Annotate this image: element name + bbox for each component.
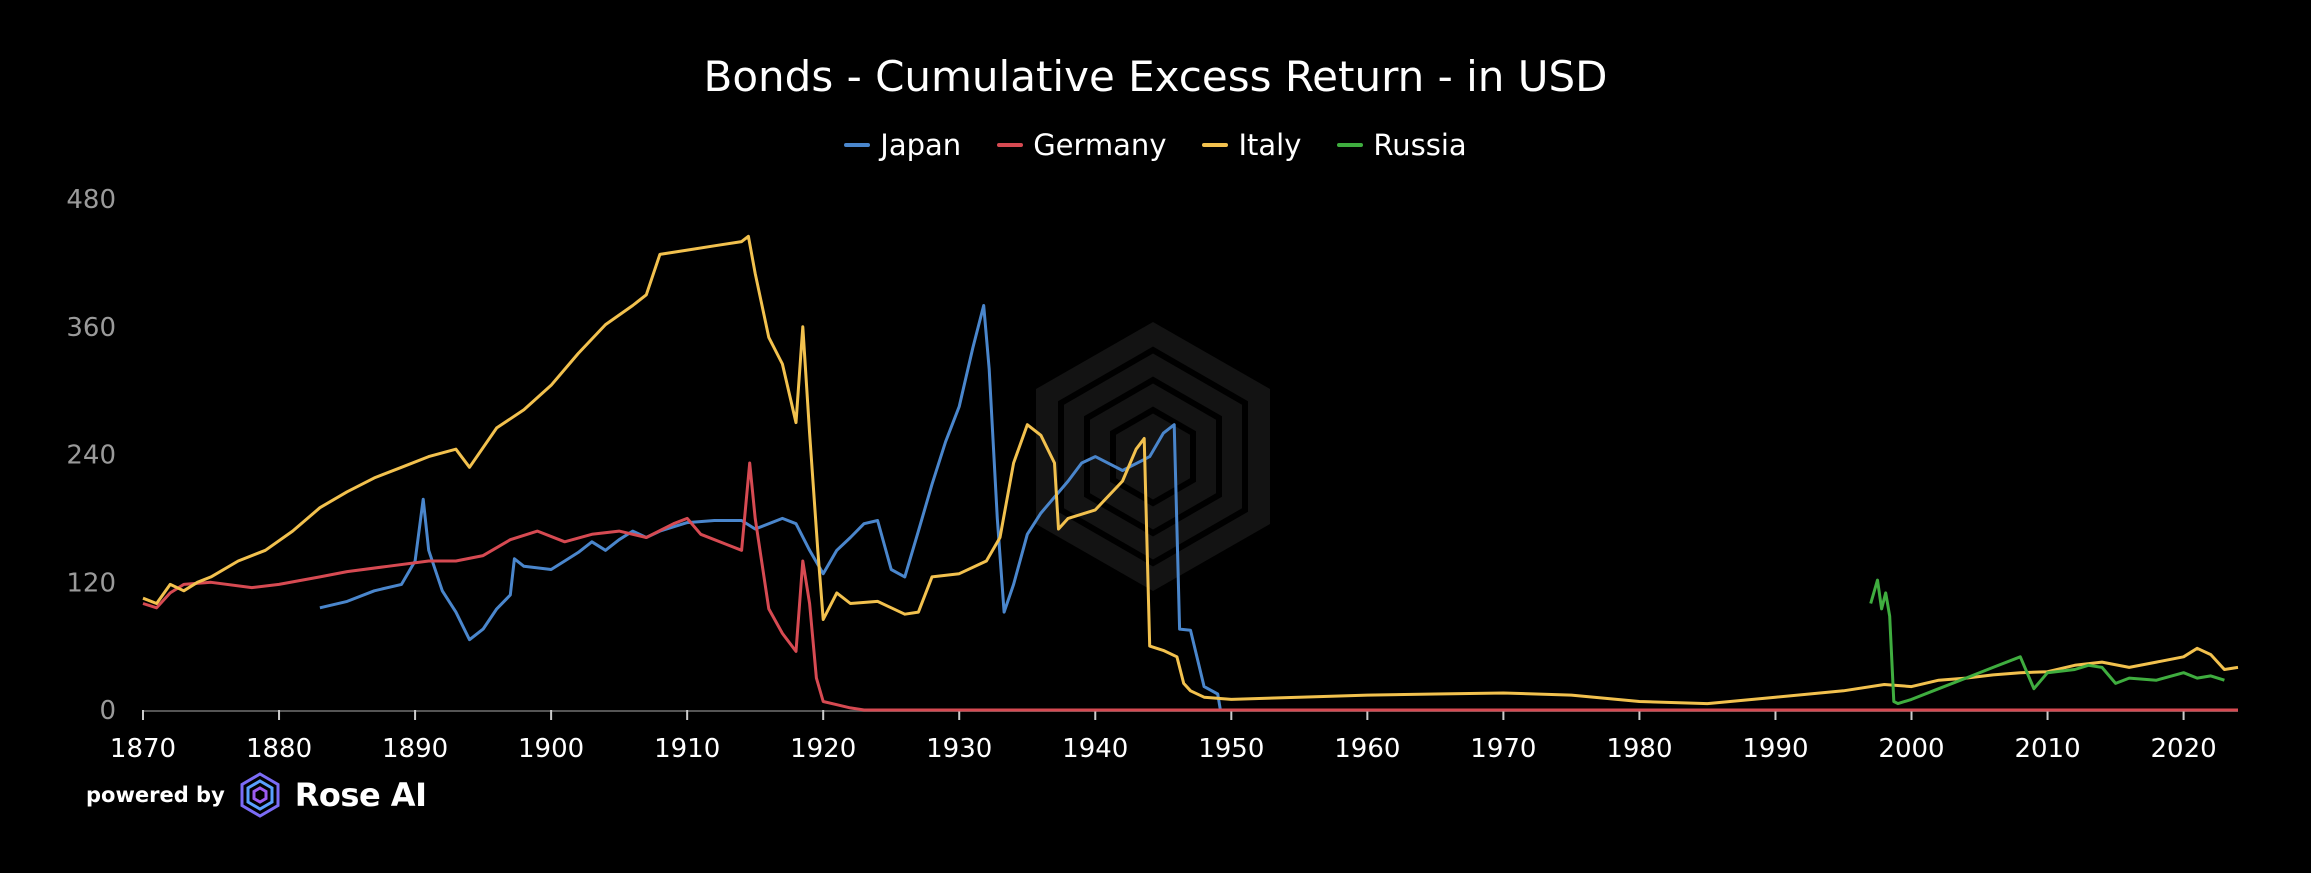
x-tick-label: 1940 bbox=[1062, 734, 1128, 764]
y-axis: 0 120 240 360 480 bbox=[66, 185, 116, 726]
x-tick-label: 2020 bbox=[2150, 734, 2216, 764]
powered-by-label: powered by bbox=[86, 783, 225, 807]
x-axis: 1870 1880 1890 1900 1910 1920 1930 1940 1950 1960… bbox=[110, 710, 2238, 764]
x-tick-label: 2010 bbox=[2014, 734, 2080, 764]
y-tick-label: 360 bbox=[66, 313, 116, 343]
rose-ai-logo-icon bbox=[240, 772, 280, 818]
x-tick-label: 1920 bbox=[790, 734, 856, 764]
legend: Japan Germany Italy Russia bbox=[0, 128, 2311, 162]
x-tick-label: 1880 bbox=[246, 734, 312, 764]
x-tick-label: 1900 bbox=[518, 734, 584, 764]
x-tick-label: 1890 bbox=[382, 734, 448, 764]
x-tick-label: 1970 bbox=[1470, 734, 1536, 764]
x-tick-label: 2000 bbox=[1878, 734, 1944, 764]
legend-swatch-germany bbox=[997, 143, 1024, 147]
legend-item-russia[interactable]: Russia bbox=[1337, 128, 1467, 162]
series-line-italy[interactable] bbox=[142, 234, 2239, 706]
brand-name: Rose AI bbox=[294, 776, 427, 814]
y-tick-label: 120 bbox=[66, 568, 116, 598]
y-tick-label: 480 bbox=[66, 185, 116, 215]
x-tick-label: 1980 bbox=[1606, 734, 1672, 764]
x-tick-label: 1990 bbox=[1742, 734, 1808, 764]
series-line-japan[interactable] bbox=[319, 304, 2238, 712]
x-tick-label: 1950 bbox=[1198, 734, 1264, 764]
legend-swatch-italy bbox=[1202, 143, 1229, 147]
legend-swatch-japan bbox=[844, 143, 871, 147]
series-line-germany[interactable] bbox=[142, 461, 2238, 712]
legend-swatch-russia bbox=[1337, 143, 1364, 147]
series-line-russia[interactable] bbox=[1869, 578, 2225, 706]
x-tick-label: 1910 bbox=[654, 734, 720, 764]
y-tick-label: 0 bbox=[99, 696, 116, 726]
legend-item-japan[interactable]: Japan bbox=[844, 128, 961, 162]
series-layer bbox=[142, 234, 2239, 712]
legend-label-russia: Russia bbox=[1373, 128, 1467, 162]
legend-label-germany: Germany bbox=[1033, 128, 1167, 162]
brand[interactable]: powered by Rose AI bbox=[86, 772, 427, 818]
legend-item-italy[interactable]: Italy bbox=[1202, 128, 1301, 162]
hexagon-watermark-icon bbox=[1036, 322, 1270, 591]
legend-item-germany[interactable]: Germany bbox=[997, 128, 1166, 162]
x-tick-label: 1930 bbox=[926, 734, 992, 764]
legend-label-italy: Italy bbox=[1238, 128, 1302, 162]
chart-title: Bonds - Cumulative Excess Return - in US… bbox=[703, 52, 1608, 101]
legend-label-japan: Japan bbox=[880, 128, 962, 162]
y-tick-label: 240 bbox=[66, 441, 116, 471]
x-tick-label: 1960 bbox=[1334, 734, 1400, 764]
x-tick-label: 1870 bbox=[110, 734, 176, 764]
